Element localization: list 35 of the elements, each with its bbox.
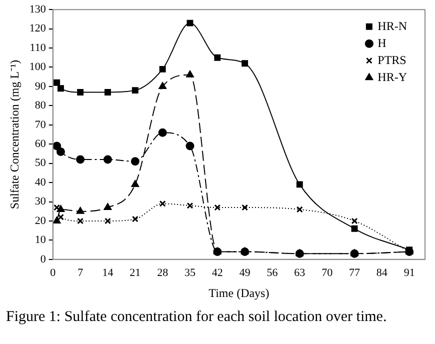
y-tick-label: 120 bbox=[29, 22, 46, 35]
x-tick-label: 0 bbox=[50, 266, 56, 279]
y-tick-label: 80 bbox=[34, 100, 46, 112]
x-tick-label: 77 bbox=[348, 266, 360, 279]
y-tick-label: 90 bbox=[34, 80, 46, 92]
y-tick-label: 0 bbox=[40, 253, 46, 266]
legend-label: H bbox=[378, 36, 387, 50]
y-tick-label: 50 bbox=[34, 157, 46, 170]
y-tick-label: 130 bbox=[29, 3, 46, 16]
y-tick-label: 10 bbox=[34, 234, 46, 246]
x-tick-label: 14 bbox=[102, 266, 114, 279]
x-tick-label: 84 bbox=[376, 266, 388, 279]
caption: Figure 1: Sulfate concentration for each soil location over time. bbox=[5, 308, 388, 326]
legend-label: HR-N bbox=[378, 18, 408, 33]
x-tick-label: 63 bbox=[294, 266, 306, 279]
legend-label: HR-Y bbox=[378, 70, 408, 84]
x-axis-title: Time (Days) bbox=[208, 286, 270, 300]
y-tick-label: 60 bbox=[34, 138, 46, 150]
x-tick-label: 21 bbox=[130, 266, 141, 279]
y-tick-label: 20 bbox=[34, 214, 46, 227]
x-tick-label: 42 bbox=[212, 266, 223, 279]
x-tick-label: 28 bbox=[157, 266, 169, 279]
legend-label: PTRS bbox=[378, 52, 406, 67]
x-tick-label: 91 bbox=[404, 266, 415, 279]
y-axis-title: Sulfate Concentration (mg L⁻¹) bbox=[7, 60, 22, 210]
x-tick-label: 7 bbox=[78, 266, 84, 279]
y-tick-label: 70 bbox=[34, 118, 46, 131]
x-tick-label: 35 bbox=[184, 266, 196, 279]
y-tick-label: 110 bbox=[30, 42, 46, 54]
x-tick-label: 49 bbox=[239, 266, 251, 279]
x-tick-label: 70 bbox=[322, 266, 334, 279]
y-tick-label: 100 bbox=[29, 61, 46, 74]
x-tick-label: 56 bbox=[266, 266, 278, 279]
y-tick-label: 30 bbox=[34, 196, 46, 208]
y-tick-label: 40 bbox=[34, 176, 46, 188]
